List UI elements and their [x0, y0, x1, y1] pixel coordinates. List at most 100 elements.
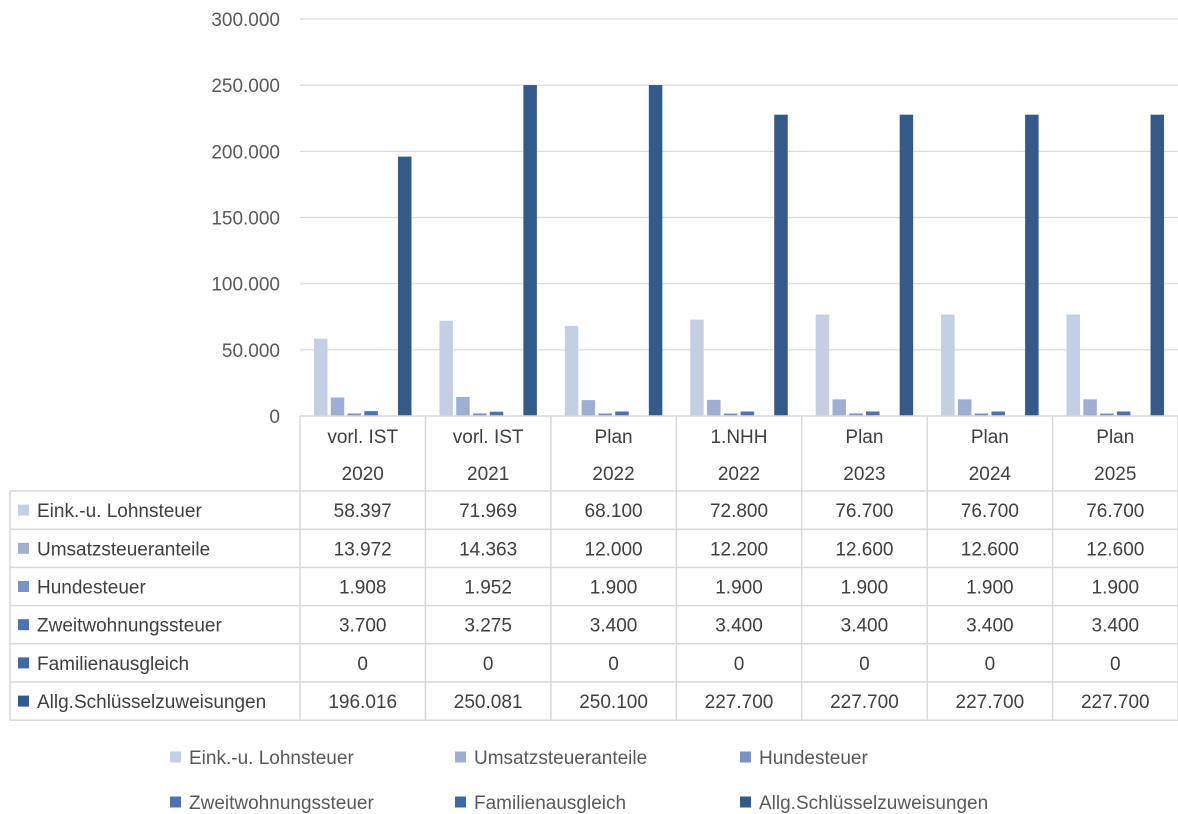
data-label: 12.600: [1086, 539, 1144, 560]
data-label: 1.952: [464, 578, 512, 599]
legend-label: Eink.-u. Lohnsteuer: [189, 748, 354, 769]
row-legend-key: [18, 695, 29, 707]
data-label: 1.900: [715, 578, 763, 599]
row-legend-key: [18, 657, 29, 669]
bar: [941, 314, 955, 416]
row-series-name: Allg.Schlüsselzuweisungen: [37, 692, 266, 713]
bar: [974, 413, 989, 416]
bars: [313, 85, 1165, 416]
bar: [347, 413, 362, 416]
data-label: 0: [357, 654, 368, 675]
row-series-name: Familienausgleich: [37, 654, 189, 675]
data-label: 1.900: [841, 578, 889, 599]
data-label: 3.700: [339, 616, 387, 637]
bar: [472, 413, 487, 416]
data-label: 0: [1110, 654, 1121, 675]
category-label: vorl. IST: [327, 427, 398, 448]
bar: [1150, 114, 1165, 416]
bar: [581, 400, 596, 416]
row-legend-key: [18, 581, 29, 592]
data-label: 227.700: [956, 692, 1025, 713]
row-legend-key: [18, 542, 29, 554]
data-label: 3.400: [590, 616, 638, 637]
bar: [740, 411, 755, 416]
data-label: 250.100: [579, 692, 648, 713]
category-label: Plan: [1096, 427, 1134, 448]
data-label: 0: [859, 654, 870, 675]
bar: [564, 325, 579, 416]
category-label: 2020: [342, 464, 384, 485]
bar: [832, 399, 846, 416]
category-label: 2021: [467, 464, 509, 485]
bar: [866, 411, 880, 416]
category-label: Plan: [595, 427, 633, 448]
bar: [1083, 399, 1097, 416]
data-label: 12.600: [961, 539, 1019, 560]
y-tick-label: 0: [269, 407, 280, 428]
data-label: 3.400: [1092, 616, 1140, 637]
legend-key: [455, 796, 466, 808]
bar: [313, 338, 328, 416]
bar: [723, 413, 738, 416]
legend-key: [170, 751, 181, 763]
data-label: 58.397: [334, 501, 392, 522]
data-label: 76.700: [835, 501, 893, 522]
y-tick-label: 150.000: [211, 209, 280, 230]
data-label: 250.081: [454, 692, 523, 713]
category-label: Plan: [845, 427, 883, 448]
row-series-name: Eink.-u. Lohnsteuer: [37, 501, 202, 522]
data-label: 71.969: [459, 501, 517, 522]
y-tick-label: 250.000: [211, 76, 280, 97]
bar: [774, 114, 788, 416]
bar: [364, 411, 378, 416]
bar: [1066, 314, 1081, 416]
data-label: 0: [985, 654, 996, 675]
legend-key: [740, 751, 751, 763]
row-series-name: Umsatzsteueranteile: [37, 539, 210, 560]
legend-label: Umsatzsteueranteile: [474, 748, 647, 769]
data-label: 76.700: [1086, 501, 1144, 522]
legend-key: [740, 796, 751, 808]
y-tick-label: 300.000: [211, 10, 280, 31]
row-legend-key: [18, 504, 29, 516]
data-label: 12.200: [710, 539, 768, 560]
bar: [489, 411, 504, 416]
data-label: 227.700: [705, 692, 774, 713]
bar: [1025, 114, 1039, 416]
data-label: 1.900: [1092, 578, 1140, 599]
data-label: 196.016: [328, 692, 397, 713]
row-series-name: Hundesteuer: [37, 578, 146, 599]
data-label: 1.900: [966, 578, 1014, 599]
bar: [707, 399, 721, 416]
legend-label: Hundesteuer: [759, 748, 868, 769]
category-label: 2025: [1094, 464, 1136, 485]
data-label: 0: [608, 654, 619, 675]
category-label: 1.NHH: [710, 427, 767, 448]
data-label: 227.700: [1081, 692, 1150, 713]
bar: [456, 396, 470, 416]
row-legend-key: [18, 619, 29, 631]
data-label: 14.363: [459, 539, 517, 560]
category-label: 2022: [592, 464, 634, 485]
data-label: 12.600: [835, 539, 893, 560]
data-label: 1.908: [339, 578, 387, 599]
data-label: 13.972: [334, 539, 392, 560]
legend-label: Zweitwohnungssteuer: [189, 793, 374, 814]
category-label: Plan: [971, 427, 1009, 448]
legend: Eink.-u. Lohnsteuer Umsatzsteueranteile Hu…: [170, 748, 988, 814]
bar: [598, 413, 612, 416]
legend-label: Familienausgleich: [474, 793, 626, 814]
bar: [648, 85, 663, 416]
category-label: 2022: [718, 464, 760, 485]
legend-label: Allg.Schlüsselzuweisungen: [759, 793, 988, 814]
data-label: 72.800: [710, 501, 768, 522]
data-label: 1.900: [590, 578, 638, 599]
legend-key: [455, 751, 466, 763]
bar: [991, 411, 1006, 416]
bar: [397, 156, 412, 416]
bar: [690, 319, 704, 416]
data-label: 0: [483, 654, 494, 675]
y-tick-label: 50.000: [222, 341, 280, 362]
data-label: 0: [734, 654, 745, 675]
